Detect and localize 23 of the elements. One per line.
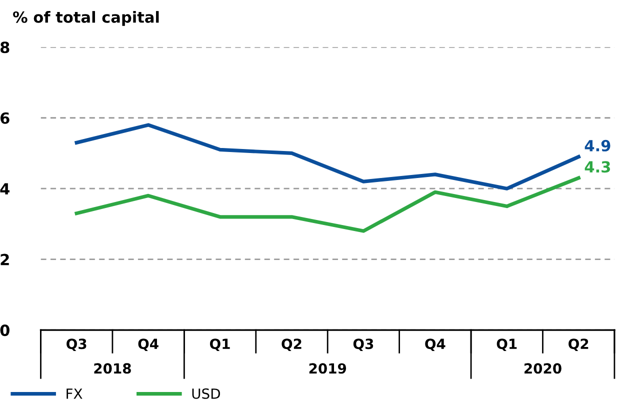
text: 2019 [309,363,346,374]
x-tick-label: Q4 [425,338,446,351]
line-series [74,123,580,190]
legend-label: USD [192,388,220,399]
y-tick-label: 2 [0,254,9,266]
x-tick-label: Q4 [138,338,158,351]
x-tick-label: Q1 [210,338,230,351]
text: 2020 [524,363,562,374]
x-tick-label: Q3 [353,338,374,351]
x-tick-label: Q2 [282,338,302,351]
text: 2018 [94,363,131,374]
data-label: 4.9 [584,140,610,152]
line-series [74,176,580,233]
x-tick-label: Q1 [496,338,517,351]
legend-label: FX [66,388,82,399]
chart-title: % of total capital [13,11,159,26]
x-tick-label: Q2 [568,338,588,351]
y-tick-label: 6 [0,112,10,124]
x-tick-label: Q3 [66,338,86,351]
y-tick-label: 4 [0,183,10,194]
y-tick-label: 0 [0,324,10,336]
y-tick-label: 8 [0,42,10,54]
data-label: 4.3 [584,161,610,173]
